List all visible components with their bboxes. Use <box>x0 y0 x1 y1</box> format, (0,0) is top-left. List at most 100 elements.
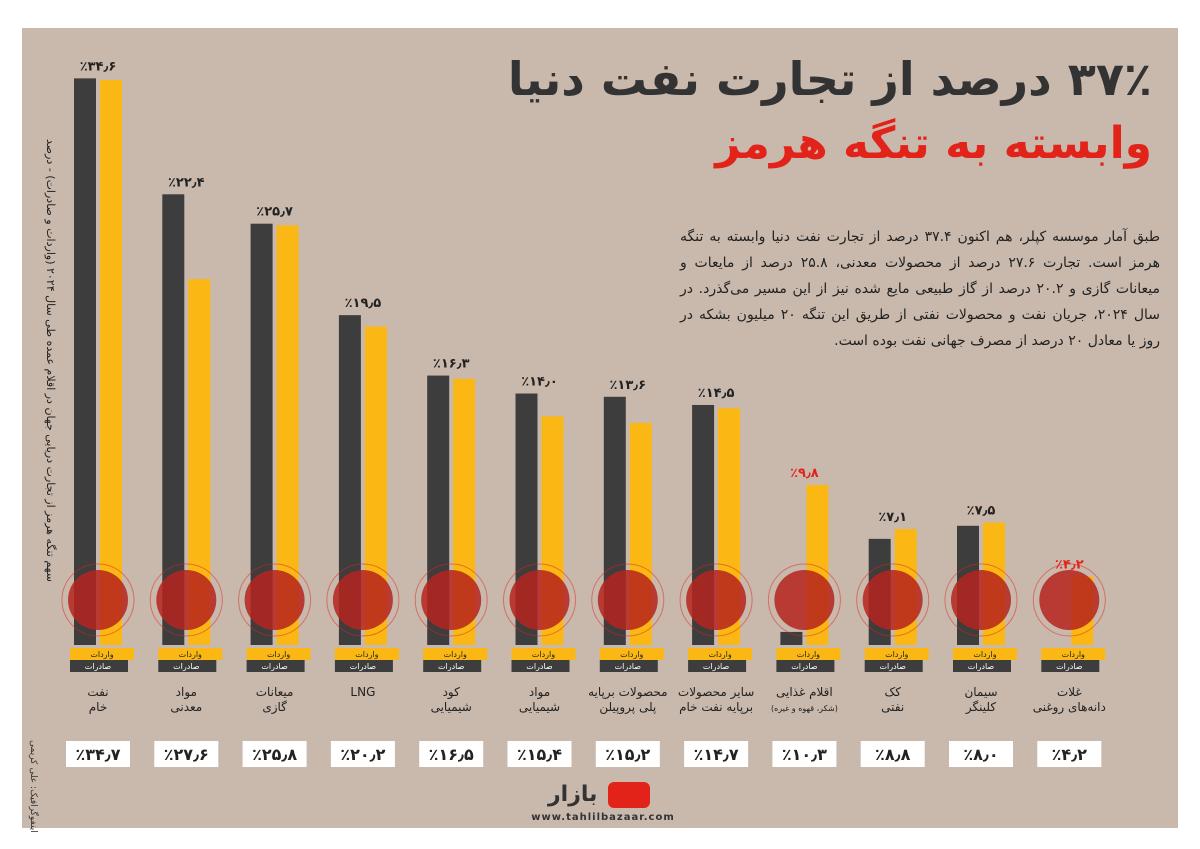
imports-value-label: ٪۴٫۲ <box>1055 557 1084 572</box>
exports-legend-strip <box>334 660 393 672</box>
product-photo-ring <box>414 563 488 637</box>
description-text: طبق آمار موسسه کپلر، هم اکنون ۳۷.۴ درصد … <box>680 229 1160 349</box>
imports-value-label: ٪۱۹٫۵ <box>345 296 382 311</box>
total-value-label: ٪۲۵٫۸ <box>252 745 297 764</box>
imports-legend-strip <box>70 648 134 660</box>
exports-legend-label: صادرات <box>1056 662 1083 671</box>
imports-legend-label: واردات <box>973 650 996 659</box>
total-value-label: ٪۲۰٫۲ <box>340 745 385 764</box>
total-value-label: ٪۴٫۲ <box>1052 745 1088 764</box>
total-value-box <box>1037 741 1102 767</box>
imports-value-label: ٪۱۶٫۳ <box>433 357 470 372</box>
imports-legend-strip <box>688 648 753 660</box>
imports-legend-label: واردات <box>90 650 113 659</box>
logo-mark-icon <box>608 782 650 808</box>
exports-legend-strip <box>423 660 482 672</box>
product-photo-circle <box>774 570 835 630</box>
category-label: غلات <box>1057 685 1082 699</box>
imports-legend-label: واردات <box>708 650 731 659</box>
exports-legend-label: صادرات <box>173 662 200 671</box>
imports-value-label: ٪۹٫۸ <box>790 466 819 481</box>
product-photo-ring <box>1032 563 1106 637</box>
category-label: کود <box>443 685 461 700</box>
category-label: اقلام غذایی <box>776 685 833 699</box>
category-label: گازی <box>262 700 287 715</box>
imports-legend-strip <box>158 648 223 660</box>
imports-value-label: ٪۱۳٫۶ <box>609 378 646 393</box>
logo[interactable]: بازار www.tahlilbazaar.com <box>528 778 678 828</box>
total-value-box <box>949 741 1013 767</box>
total-value-label: ٪۱۶٫۵ <box>429 745 474 764</box>
category-label: شیمیایی <box>519 700 560 714</box>
product-photo-circle <box>68 570 128 630</box>
imports-legend-label: واردات <box>885 650 908 659</box>
category-label: محصولات برپایه <box>588 685 667 700</box>
exports-legend-strip <box>599 660 658 672</box>
imports-legend-strip <box>953 648 1017 660</box>
imports-value-label: ٪۱۴٫۵ <box>698 386 735 401</box>
product-photo-circle <box>951 570 1011 630</box>
total-value-box <box>242 741 307 767</box>
imports-value-label: ٪۳۴٫۶ <box>80 59 117 74</box>
credit-text: اینفوگرافیک: علی کریمی <box>28 740 38 833</box>
logo-url[interactable]: www.tahlilbazaar.com <box>531 812 675 823</box>
imports-legend-label: واردات <box>797 650 820 659</box>
product-photo-ring <box>238 563 312 637</box>
total-value-box <box>684 741 749 767</box>
category-label: شیمیایی <box>431 700 472 714</box>
imports-value-label: ٪۷٫۱ <box>878 510 907 525</box>
exports-legend-label: صادرات <box>526 662 553 671</box>
imports-bar <box>276 225 299 645</box>
imports-bar <box>188 279 211 645</box>
imports-value-label: ٪۱۴٫۰ <box>521 375 558 390</box>
category-label: سیمان <box>964 685 997 699</box>
exports-bar <box>162 194 185 646</box>
total-value-box <box>507 741 572 767</box>
product-photo-circle <box>686 570 747 630</box>
category-label: مواد <box>529 685 550 700</box>
exports-legend-strip <box>511 660 570 672</box>
exports-bar <box>338 315 361 645</box>
exports-legend-strip <box>776 660 835 672</box>
product-photo-circle <box>244 570 305 630</box>
exports-legend-label: صادرات <box>85 662 112 671</box>
exports-legend-label: صادرات <box>350 662 377 671</box>
total-value-box <box>772 741 837 767</box>
category-label: برپایه نفت خام <box>679 700 753 715</box>
category-label: کلینگر <box>965 700 996 715</box>
total-value-label: ٪۱۴٫۷ <box>694 745 739 764</box>
exports-legend-strip <box>246 660 305 672</box>
imports-legend-strip <box>599 648 664 660</box>
product-photo-ring <box>856 563 930 637</box>
imports-legend-strip <box>1041 648 1106 660</box>
product-photo-circle <box>597 570 658 630</box>
product-photo-circle <box>862 570 923 630</box>
exports-legend-label: صادرات <box>438 662 465 671</box>
imports-legend-label: واردات <box>267 650 290 659</box>
total-value-box <box>419 741 484 767</box>
imports-bar <box>100 80 122 645</box>
total-value-box <box>66 741 130 767</box>
exports-legend-strip <box>1041 660 1100 672</box>
total-value-label: ٪۸٫۰ <box>963 745 998 764</box>
exports-bar <box>250 223 273 646</box>
imports-value-label: ٪۲۲٫۴ <box>168 175 205 190</box>
total-value-box <box>330 741 395 767</box>
exports-bar <box>74 78 96 645</box>
exports-legend-strip <box>688 660 747 672</box>
product-photo-circle <box>1039 570 1100 630</box>
exports-legend-strip <box>864 660 923 672</box>
product-photo-circle <box>421 570 482 630</box>
title-line-2: وابسته به تنگه هرمز <box>715 118 1152 169</box>
imports-legend-label: واردات <box>355 650 378 659</box>
imports-legend-strip <box>334 648 399 660</box>
logo-name: بازار <box>548 782 598 807</box>
product-photo-circle <box>509 570 570 630</box>
y-axis-label: سهم تنگه هرمز از تجارت دریایی جهان در اق… <box>44 138 57 582</box>
exports-legend-label: صادرات <box>791 662 818 671</box>
category-label: نفت <box>87 685 108 699</box>
exports-legend-label: صادرات <box>703 662 730 671</box>
exports-legend-strip <box>158 660 217 672</box>
